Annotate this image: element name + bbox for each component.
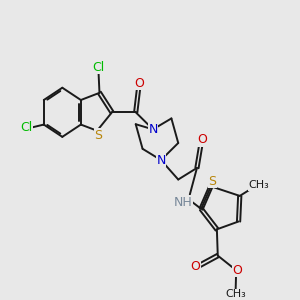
Text: N: N	[148, 123, 158, 136]
Text: O: O	[198, 133, 208, 146]
Text: Cl: Cl	[92, 61, 105, 74]
Text: Cl: Cl	[20, 122, 33, 134]
Text: CH₃: CH₃	[249, 180, 269, 190]
Text: S: S	[208, 175, 216, 188]
Text: S: S	[94, 129, 103, 142]
Text: N: N	[156, 154, 166, 166]
Text: O: O	[134, 77, 144, 90]
Text: O: O	[233, 264, 243, 277]
Text: O: O	[190, 260, 200, 273]
Text: NH: NH	[174, 196, 193, 208]
Text: CH₃: CH₃	[225, 289, 246, 299]
